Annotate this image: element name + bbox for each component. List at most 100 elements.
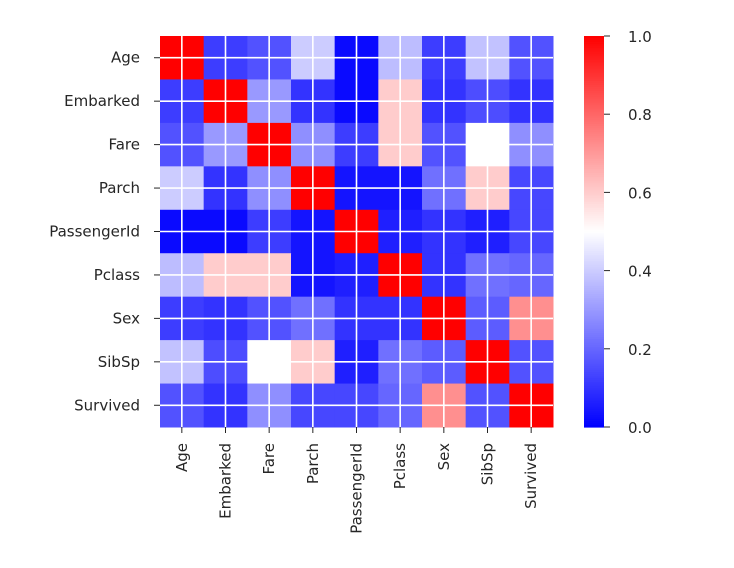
colorbar-segment — [584, 133, 604, 137]
colorbar-segment — [584, 239, 604, 242]
colorbar-segment — [584, 296, 604, 299]
colorbar-segment — [584, 204, 604, 207]
colorbar-segment — [584, 262, 604, 266]
colorbar-segment — [584, 245, 604, 248]
colorbar-segment — [584, 41, 604, 45]
colorbar-segment — [584, 274, 604, 278]
colorbar-segment — [584, 200, 604, 203]
colorbar-segment — [584, 90, 604, 94]
colorbar-segment — [584, 184, 604, 188]
colorbar-segment — [584, 323, 604, 326]
colorbar-segment — [584, 333, 604, 336]
colorbar-segment — [584, 235, 604, 238]
colorbar-segment — [584, 166, 604, 170]
colorbar-segment — [584, 354, 604, 358]
colorbar-segment — [584, 211, 604, 215]
colorbar-segment — [584, 385, 604, 389]
colorbar-segment — [584, 149, 604, 152]
colorbar-segment — [584, 350, 604, 354]
colorbar-segment — [584, 337, 604, 340]
colorbar-segment — [584, 59, 604, 63]
colorbar-segment — [584, 241, 604, 244]
colorbar-segment — [584, 358, 604, 362]
colorbar-segment — [584, 192, 604, 195]
colorbar-segment — [584, 376, 604, 379]
colorbar-segment — [584, 292, 604, 295]
colorbar-segment — [584, 163, 604, 166]
colorbar-segment — [584, 299, 604, 303]
colorbar-segment — [584, 208, 604, 211]
colorbar-tick-label: 0.4 — [628, 263, 652, 281]
colorbar-segment — [584, 401, 604, 405]
colorbar-segment — [584, 114, 604, 117]
colorbar-segment — [584, 395, 604, 399]
colorbar-segment — [584, 356, 604, 360]
colorbar-segment — [584, 247, 604, 250]
colorbar-segment — [584, 315, 604, 319]
colorbar-segment — [584, 118, 604, 121]
colorbar-segment — [584, 423, 604, 426]
colorbar-segment — [584, 425, 604, 428]
colorbar-segment — [584, 405, 604, 409]
colorbar-segment — [584, 178, 604, 182]
x-tick-label: Sex — [435, 443, 453, 470]
colorbar-segment — [584, 335, 604, 338]
colorbar-segment — [584, 188, 604, 192]
colorbar-segment — [584, 360, 604, 364]
y-tick-label: Sex — [113, 309, 140, 327]
colorbar-segment — [584, 155, 604, 158]
x-tick-label: Embarked — [217, 443, 235, 519]
colorbar-segment — [584, 43, 604, 47]
x-tick-label: Parch — [304, 443, 322, 484]
colorbar-segment — [584, 221, 604, 225]
heatmap-gridlines — [160, 36, 553, 427]
y-tick-label: Survived — [74, 396, 140, 414]
colorbar-segment — [584, 63, 604, 66]
colorbar-segment — [584, 260, 604, 264]
colorbar-segment — [584, 272, 604, 276]
colorbar-segment — [584, 47, 604, 51]
colorbar-segment — [584, 55, 604, 59]
colorbar-segment — [584, 329, 604, 332]
colorbar-segment — [584, 290, 604, 293]
colorbar-segment — [584, 139, 604, 143]
colorbar-segment — [584, 258, 604, 262]
colorbar-segment — [584, 94, 604, 98]
colorbar-segment — [584, 243, 604, 246]
colorbar-segment — [584, 407, 604, 411]
colorbar-segment — [584, 125, 604, 129]
colorbar-segment — [584, 186, 604, 190]
colorbar-segment — [584, 77, 604, 80]
colorbar-segment — [584, 209, 604, 213]
colorbar-segment — [584, 254, 604, 258]
colorbar-segment — [584, 80, 604, 84]
colorbar-segment — [584, 348, 604, 352]
y-tick-label: Fare — [108, 136, 140, 154]
colorbar-segment — [584, 123, 604, 127]
colorbar-segment — [584, 53, 604, 57]
colorbar-segment — [584, 102, 604, 106]
colorbar-segment — [584, 237, 604, 240]
colorbar-tick-label: 0.6 — [628, 184, 652, 202]
colorbar-segment — [584, 282, 604, 285]
colorbar-segment — [584, 198, 604, 201]
colorbar-segment — [584, 159, 604, 162]
colorbar-segment — [584, 202, 604, 205]
colorbar-segment — [584, 409, 604, 412]
colorbar-segment — [584, 368, 604, 371]
colorbar-segment — [584, 153, 604, 156]
colorbar-segment — [584, 215, 604, 219]
colorbar-segment — [584, 131, 604, 135]
colorbar-segment — [584, 75, 604, 78]
colorbar-segment — [584, 147, 604, 150]
colorbar-segment — [584, 122, 604, 125]
colorbar-segment — [584, 319, 604, 323]
colorbar-segment — [584, 393, 604, 397]
colorbar-segment — [584, 88, 604, 92]
colorbar-segment — [584, 251, 604, 254]
colorbar-segment — [584, 151, 604, 154]
x-tick-label: Age — [173, 443, 191, 472]
colorbar-segment — [584, 116, 604, 119]
colorbar-segment — [584, 69, 604, 72]
y-tick-label: Embarked — [64, 92, 140, 110]
